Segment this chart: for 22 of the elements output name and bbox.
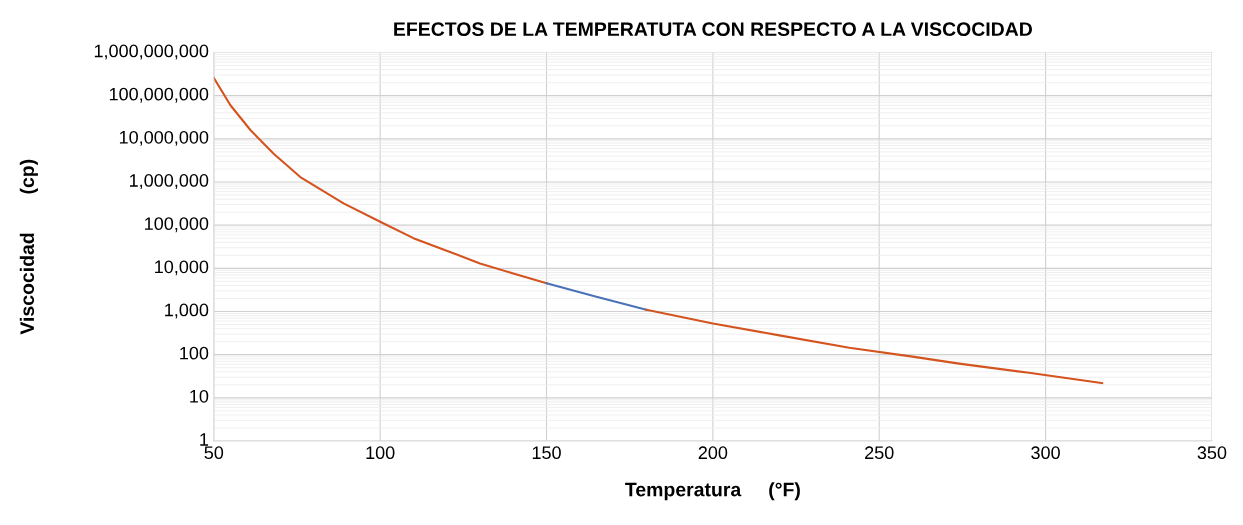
x-tick-label: 300 (1031, 446, 1060, 460)
y-tick-label: 100,000,000 (109, 87, 209, 103)
y-tick-label: 10,000,000 (119, 130, 209, 146)
x-tick-label: 150 (532, 446, 561, 460)
x-tick-label: 50 (204, 446, 224, 460)
line-series (645, 308, 1104, 385)
chart-title: EFECTOS DE LA TEMPERATUTA CON RESPECTO A LA VISCOCIDAD (394, 22, 1032, 37)
x-tick-label: 200 (698, 446, 728, 460)
y-tick-label: 100,000 (145, 217, 209, 233)
y-tick-label: 10 (190, 389, 209, 403)
y-axis-title: Viscocidad (cp) (19, 159, 38, 335)
y-tick-label: 1 (200, 433, 209, 446)
y-tick-label: 1,000 (165, 303, 209, 319)
y-tick-label: 1,000,000 (130, 174, 209, 189)
y-tick-label: 1,000,000,000 (94, 44, 209, 60)
x-tick-label: 100 (366, 446, 395, 460)
x-axis-title: Temperatura (°F) (625, 482, 800, 501)
y-tick-label: 100 (180, 346, 209, 360)
y-tick-label: 10,000 (155, 260, 209, 276)
x-tick-label: 250 (865, 446, 894, 460)
line-series (213, 76, 548, 285)
x-tick-label: 350 (1197, 446, 1227, 460)
